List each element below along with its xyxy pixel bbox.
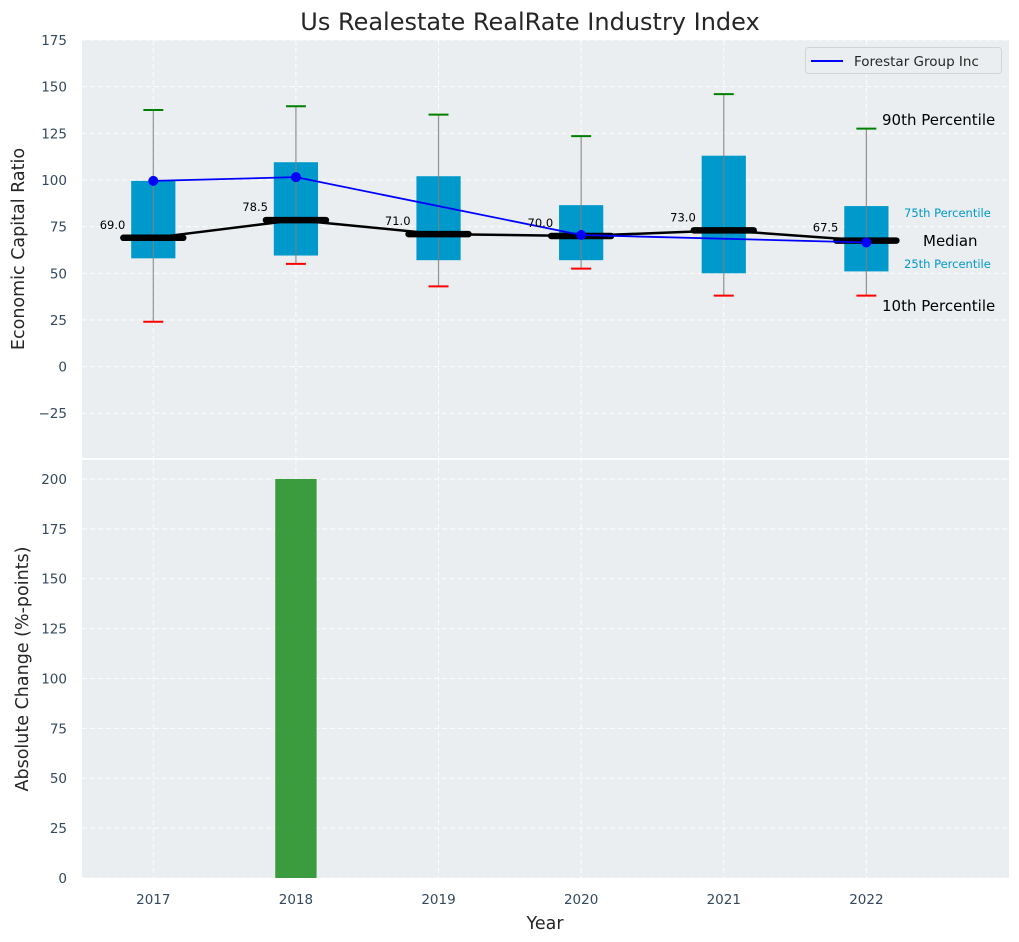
top-y-tick-label: 0 [58, 360, 67, 376]
change-bars [275, 478, 317, 878]
bottom-y-tick-label: 175 [41, 522, 67, 538]
annotation-p75: 75th Percentile [904, 206, 991, 220]
top-y-axis-label: Economic Capital Ratio [9, 148, 29, 350]
series-point [290, 172, 301, 183]
x-tick-label: 2020 [564, 892, 598, 908]
annotation-p10: 10th Percentile [882, 297, 995, 315]
top-y-tick-label: −25 [39, 406, 68, 422]
top-y-tick-label: 100 [41, 173, 67, 189]
series-point [861, 237, 872, 248]
bottom-y-axis-label: Absolute Change (%-points) [13, 547, 33, 792]
legend: Forestar Group Inc [805, 47, 1002, 74]
median-value-label: 70.0 [528, 216, 554, 230]
top-y-tick-label: 125 [41, 126, 67, 142]
chart-title: Us Realestate RealRate Industry Index [300, 8, 759, 36]
annotation-p25: 25th Percentile [904, 257, 991, 271]
top-y-tick-label: 75 [50, 220, 67, 236]
median-value-label: 71.0 [385, 214, 411, 228]
top-y-tick-label: 50 [50, 266, 67, 282]
median-value-label: 78.5 [242, 200, 268, 214]
x-tick-label: 2022 [849, 892, 883, 908]
annotation-median: Median [923, 232, 978, 250]
bottom-y-tick-label: 50 [50, 771, 67, 787]
top-y-tick-label: 25 [50, 313, 67, 329]
bottom-y-tick-label: 150 [41, 572, 67, 588]
bottom-y-tick-label: 125 [41, 622, 67, 638]
bottom-y-tick-label: 75 [50, 721, 67, 737]
x-tick-label: 2017 [136, 892, 170, 908]
legend-label: Forestar Group Inc [854, 54, 979, 70]
x-tick-label: 2018 [279, 892, 313, 908]
series-line [153, 176, 867, 244]
company-series [148, 172, 872, 248]
series-point [576, 230, 587, 241]
bottom-y-tick-label: 25 [50, 821, 67, 837]
change-bar [275, 478, 317, 878]
panel-separator [82, 458, 1009, 460]
median-value-labels: 69.0 78.5 71.0 70.0 73.0 67.5 [100, 200, 839, 235]
bottom-y-tick-labels: 0 25 50 75 100 125 150 175 200 [41, 472, 67, 887]
bottom-y-tick-label: 100 [41, 671, 67, 687]
x-tick-label: 2019 [421, 892, 455, 908]
top-y-tick-labels: −25 0 25 50 75 100 125 150 175 [39, 33, 68, 422]
bottom-plot-area [82, 460, 1009, 878]
legend-box [805, 47, 1002, 74]
x-tick-labels: 2017 2018 2019 2020 2021 2022 [136, 892, 883, 908]
annotation-p90: 90th Percentile [882, 111, 995, 129]
bottom-y-tick-label: 0 [58, 871, 67, 887]
top-y-tick-label: 150 [41, 80, 67, 96]
x-tick-label: 2021 [707, 892, 741, 908]
median-value-label: 69.0 [100, 218, 126, 232]
median-value-label: 67.5 [813, 221, 839, 235]
bottom-y-tick-label: 200 [41, 472, 67, 488]
bottom-gridlines [82, 460, 1009, 879]
series-point [148, 175, 159, 186]
top-y-tick-label: 175 [41, 33, 67, 49]
median-value-label: 73.0 [670, 210, 696, 224]
x-axis-label: Year [525, 914, 564, 934]
